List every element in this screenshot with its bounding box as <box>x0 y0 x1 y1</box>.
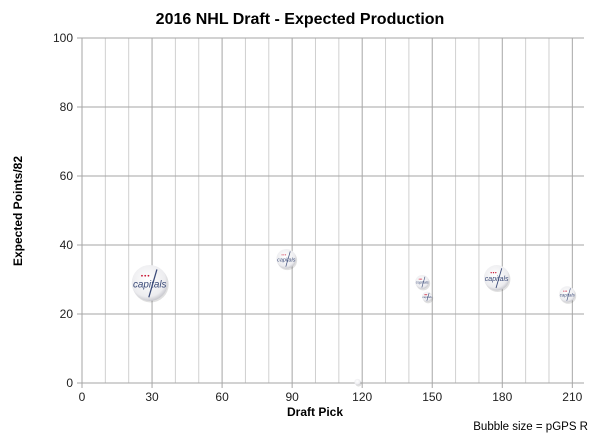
y-tick-label: 0 <box>66 376 73 390</box>
star-icon <box>281 254 283 256</box>
bubbles: capitals capitals capitals capitals capitals… <box>131 248 577 387</box>
hockey-stick-icon <box>495 268 503 289</box>
capitals-logo-text: capitals <box>277 257 296 263</box>
star-icon <box>144 274 147 277</box>
bubble <box>354 378 362 387</box>
bubble: capitals <box>559 286 577 304</box>
bubble-circle <box>422 291 433 302</box>
bubble-circle <box>415 274 430 289</box>
tick-labels: 0 20 40 60 80 100 0 30 60 90 120 150 180 210 <box>53 31 583 404</box>
x-tick-label: 120 <box>352 390 372 404</box>
capitals-logo-text: capitals <box>560 292 576 297</box>
bubble-circle <box>483 265 510 291</box>
y-tick-label: 20 <box>60 307 74 321</box>
star-icon <box>566 290 568 292</box>
star-icon <box>419 278 421 280</box>
bubble-circle <box>131 264 168 301</box>
y-tick-label: 40 <box>60 238 74 252</box>
y-tick-label: 100 <box>53 31 73 45</box>
star-icon <box>564 290 566 292</box>
x-tick-label: 90 <box>285 390 299 404</box>
x-tick-label: 30 <box>145 390 159 404</box>
star-icon <box>421 278 423 280</box>
hockey-stick-icon <box>566 288 571 301</box>
bubble: capitals <box>422 291 434 304</box>
capitals-logo-text: capitals <box>422 295 432 299</box>
y-tick-label: 80 <box>60 100 74 114</box>
star-icon <box>285 254 287 256</box>
y-tick-label: 60 <box>60 169 74 183</box>
x-tick-label: 210 <box>562 390 582 404</box>
star-icon <box>283 254 285 256</box>
bubble-circle <box>276 248 297 269</box>
star-icon <box>495 272 497 274</box>
star-icon <box>426 294 428 296</box>
capitals-logo-text: capitals <box>416 281 429 285</box>
hockey-stick-icon <box>285 251 291 267</box>
star-icon <box>418 278 420 280</box>
x-tick-label: 0 <box>79 390 86 404</box>
hockey-stick-icon <box>426 292 430 301</box>
capitals-logo-text: capitals <box>133 279 167 290</box>
x-tick-label: 150 <box>422 390 442 404</box>
chart-title: 2016 NHL Draft - Expected Production <box>156 11 445 28</box>
y-axis-label: Expected Points/82 <box>11 156 25 266</box>
hockey-stick-icon <box>148 269 158 298</box>
star-icon <box>141 274 143 277</box>
bubble: capitals <box>483 265 511 293</box>
bubble: capitals <box>131 264 169 303</box>
x-tick-label: 180 <box>492 390 512 404</box>
capitals-logo-text: capitals <box>485 276 509 283</box>
bubble: capitals <box>415 274 431 291</box>
bubble-circle <box>354 378 361 386</box>
star-icon <box>425 294 427 296</box>
bubble: capitals <box>276 248 298 271</box>
star-icon <box>492 272 495 274</box>
x-tick-label: 60 <box>215 390 229 404</box>
hockey-stick-icon <box>421 276 426 288</box>
bubble-size-note: Bubble size = pGPS R <box>473 421 588 433</box>
star-icon <box>147 274 150 277</box>
gridlines <box>77 37 584 388</box>
star-icon <box>563 290 565 292</box>
bubble-circle <box>559 286 576 303</box>
star-icon <box>424 294 426 296</box>
star-icon <box>490 272 492 274</box>
x-axis-label: Draft Pick <box>287 405 343 419</box>
